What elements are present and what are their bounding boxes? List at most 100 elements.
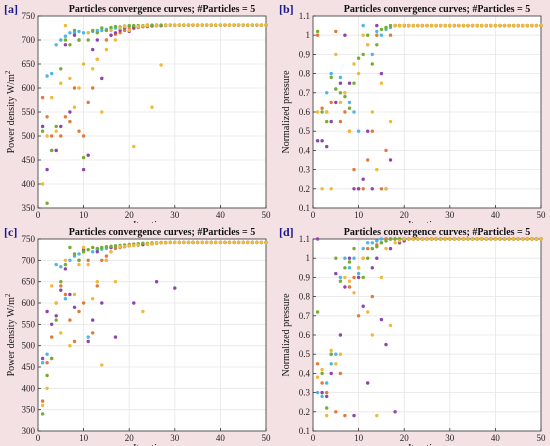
data-point [113,24,118,29]
data-point [511,237,516,241]
data-point [343,285,347,289]
data-point [95,38,100,42]
y-tick-label: 750 [22,234,36,244]
data-point [439,23,443,28]
data-point [150,23,154,27]
data-point [480,23,484,28]
data-point [81,31,86,35]
data-point [334,271,338,276]
data-point [45,373,49,378]
data-point [370,294,374,299]
panel-label: [a] [4,2,18,16]
data-point [320,390,324,395]
data-point [484,237,488,241]
data-point [329,362,333,366]
data-point [375,33,379,37]
data-point [241,240,245,245]
y-tick-label: 700 [22,35,36,45]
data-point [329,119,333,124]
data-point [325,406,329,410]
y-tick-label: 0.1 [299,203,310,213]
data-point [402,237,406,241]
data-point [388,33,393,37]
data-point [411,23,415,28]
data-point [366,129,370,133]
data-point [54,318,58,322]
data-point [352,110,356,114]
data-point [379,275,384,280]
data-point [141,309,145,314]
data-point [370,129,374,133]
data-point [100,28,104,33]
data-point [95,57,100,61]
data-point [45,201,49,205]
data-point [214,23,218,27]
data-point [475,237,479,241]
x-tick-label: 0 [311,433,316,443]
x-tick-label: 10 [354,210,364,220]
data-point [329,352,333,356]
data-point [534,23,539,28]
data-point [68,292,72,297]
data-point [173,23,177,27]
data-point [109,244,113,248]
y-tick-label: 0.9 [299,272,311,282]
panel-d: 0 10 20 30 40 50 0.1 0.2 0.3 0.4 0.5 0.6 0.7 0.8 0.9 1 1… [275,223,550,446]
data-point [195,240,200,245]
data-point [384,342,388,347]
data-point [113,31,118,35]
data-point [54,43,58,47]
data-point [343,266,347,270]
data-point [366,158,370,162]
data-point [182,240,186,245]
data-point [429,237,434,241]
data-point [361,187,365,191]
chart-a: 0 10 20 30 40 50 350 400 450 500 550 600 650 700 750 Pa… [4,4,271,223]
data-point [448,237,452,241]
data-point [59,67,63,71]
data-point [173,240,177,245]
data-point [343,413,347,418]
chart-b: 0 10 20 30 40 50 0.1 0.2 0.3 0.4 0.5 0.6 0.7 0.8 0.9 1 1… [281,4,546,223]
data-point [209,23,213,27]
data-point [315,237,320,241]
data-point [150,105,154,109]
panel-c: 0 10 20 30 40 50 300 350 400 450 500 550 600 650 700 75… [0,223,275,446]
data-point [127,28,131,33]
data-point [420,23,425,28]
data-point [320,367,324,372]
data-point [352,275,356,280]
data-point [91,318,95,322]
data-point [72,252,77,256]
data-point [50,95,54,100]
y-tick-label: 0.8 [299,292,311,302]
data-point [63,258,68,262]
x-tick-label: 30 [170,210,180,220]
data-point [329,348,333,353]
data-point [448,23,452,28]
data-point [379,187,384,191]
y-tick-label: 1 [306,30,311,40]
data-point [113,335,118,339]
data-point [388,23,393,28]
data-point [375,23,379,28]
data-point [154,241,159,245]
data-point [68,31,72,35]
data-point [379,241,384,245]
data-point [539,23,543,28]
data-point [325,119,329,124]
data-point [72,305,77,309]
data-point [516,237,520,241]
data-point [361,304,365,308]
data-point [338,333,343,337]
data-point [366,256,370,260]
data-point [521,237,525,241]
data-point [361,275,365,280]
data-point [347,129,352,133]
data-point [232,23,236,27]
data-point [104,258,109,262]
data-point [434,23,438,28]
data-point [40,399,45,403]
data-point [63,115,68,119]
